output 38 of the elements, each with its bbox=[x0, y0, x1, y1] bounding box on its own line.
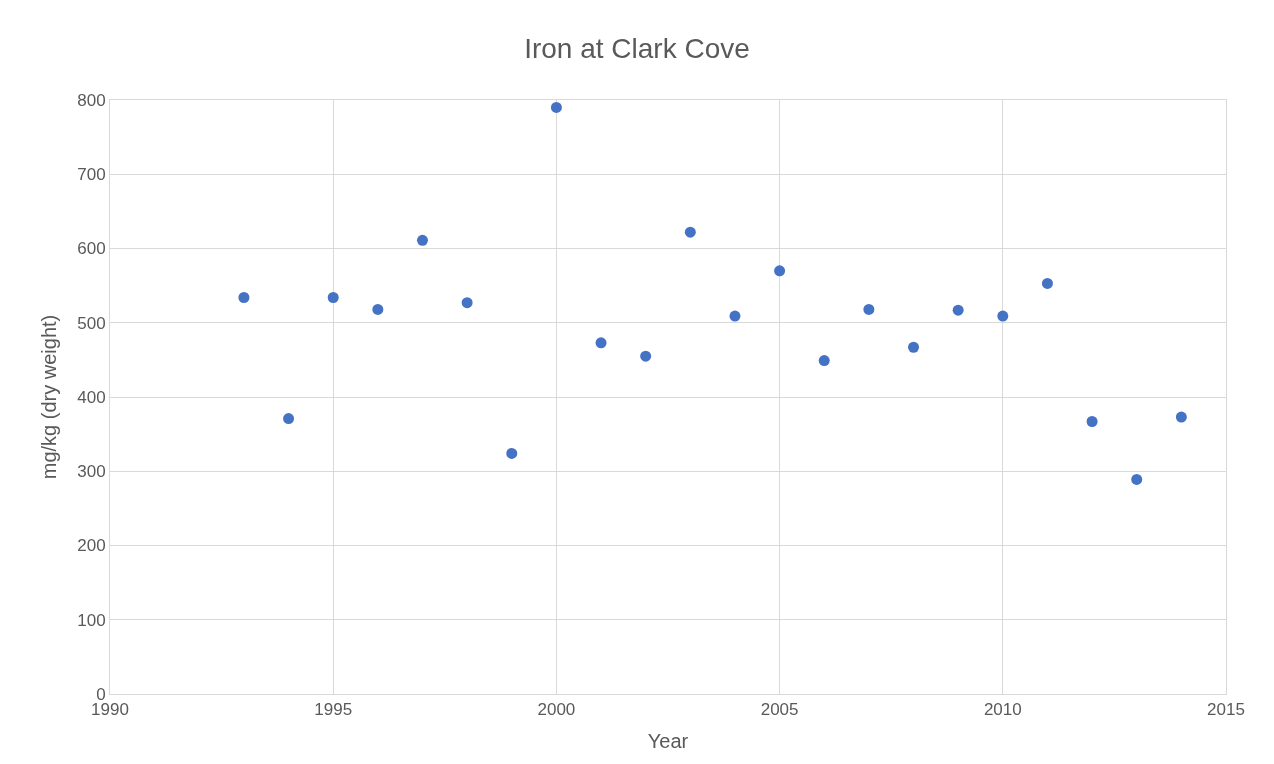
point bbox=[684, 226, 696, 238]
point bbox=[1131, 473, 1143, 485]
point bbox=[416, 234, 428, 246]
point bbox=[372, 303, 384, 315]
y-tick-label: 700 bbox=[77, 165, 106, 185]
x-axis-title: Year bbox=[647, 729, 689, 752]
point bbox=[908, 341, 920, 353]
point bbox=[952, 304, 964, 316]
y-tick-label: 500 bbox=[77, 313, 106, 333]
point bbox=[238, 292, 250, 304]
point bbox=[818, 355, 830, 367]
point bbox=[595, 337, 607, 349]
point bbox=[640, 350, 652, 362]
x-tick-label: 2015 bbox=[1207, 700, 1245, 720]
point bbox=[863, 303, 875, 315]
point bbox=[774, 265, 786, 277]
point bbox=[997, 310, 1009, 322]
point bbox=[1086, 416, 1098, 427]
y-tick-label: 300 bbox=[77, 462, 106, 482]
point bbox=[327, 292, 339, 304]
y-axis-title: mg/kg (dry weight) bbox=[37, 314, 60, 480]
y-tick-label: 200 bbox=[77, 536, 106, 556]
x-tick-label: 2000 bbox=[537, 700, 576, 720]
y-tick-label: 400 bbox=[77, 387, 106, 407]
x-tick-label: 2005 bbox=[760, 700, 799, 720]
point bbox=[283, 413, 295, 425]
x-tick-label: 2010 bbox=[983, 700, 1022, 720]
point bbox=[1175, 411, 1187, 423]
chart-title: Iron at Clark Cove bbox=[524, 32, 750, 64]
x-tick-label: 1995 bbox=[314, 700, 353, 720]
point bbox=[506, 447, 518, 459]
point bbox=[550, 101, 562, 113]
y-tick-label: 600 bbox=[77, 239, 106, 259]
point bbox=[729, 310, 741, 322]
point bbox=[1041, 277, 1053, 289]
y-tick-label: 100 bbox=[77, 610, 106, 630]
point bbox=[461, 297, 473, 309]
y-tick-label: 800 bbox=[77, 90, 106, 110]
